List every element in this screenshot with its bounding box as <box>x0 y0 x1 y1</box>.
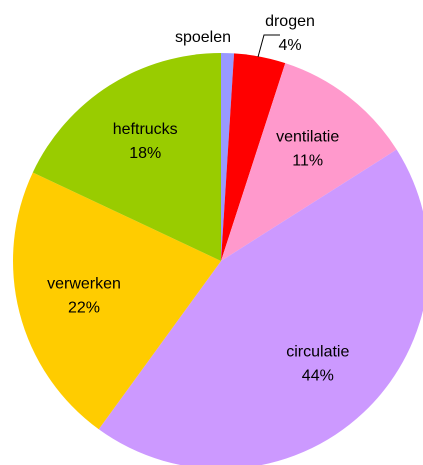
pie-slice <box>98 149 423 465</box>
slice-value-label: 22% <box>68 299 100 316</box>
pie-slice <box>13 172 222 430</box>
slice-label: heftrucks <box>113 121 178 138</box>
pie-slice <box>32 53 221 261</box>
slice-label: drogen <box>265 13 315 30</box>
slice-label: spoelen <box>175 29 231 46</box>
slice-label: circulatie <box>286 343 349 360</box>
pie-slice <box>221 53 286 261</box>
slice-value-label: 18% <box>129 145 161 162</box>
leader-line <box>257 34 280 58</box>
pie-slice <box>221 53 235 261</box>
slice-label: verwerken <box>47 275 121 292</box>
slice-value-label: 44% <box>302 367 334 384</box>
pie-slice <box>221 63 397 262</box>
slice-value-label: 4% <box>278 37 301 54</box>
slice-label: ventilatie <box>276 128 339 145</box>
slice-value-label: 11% <box>292 152 323 169</box>
